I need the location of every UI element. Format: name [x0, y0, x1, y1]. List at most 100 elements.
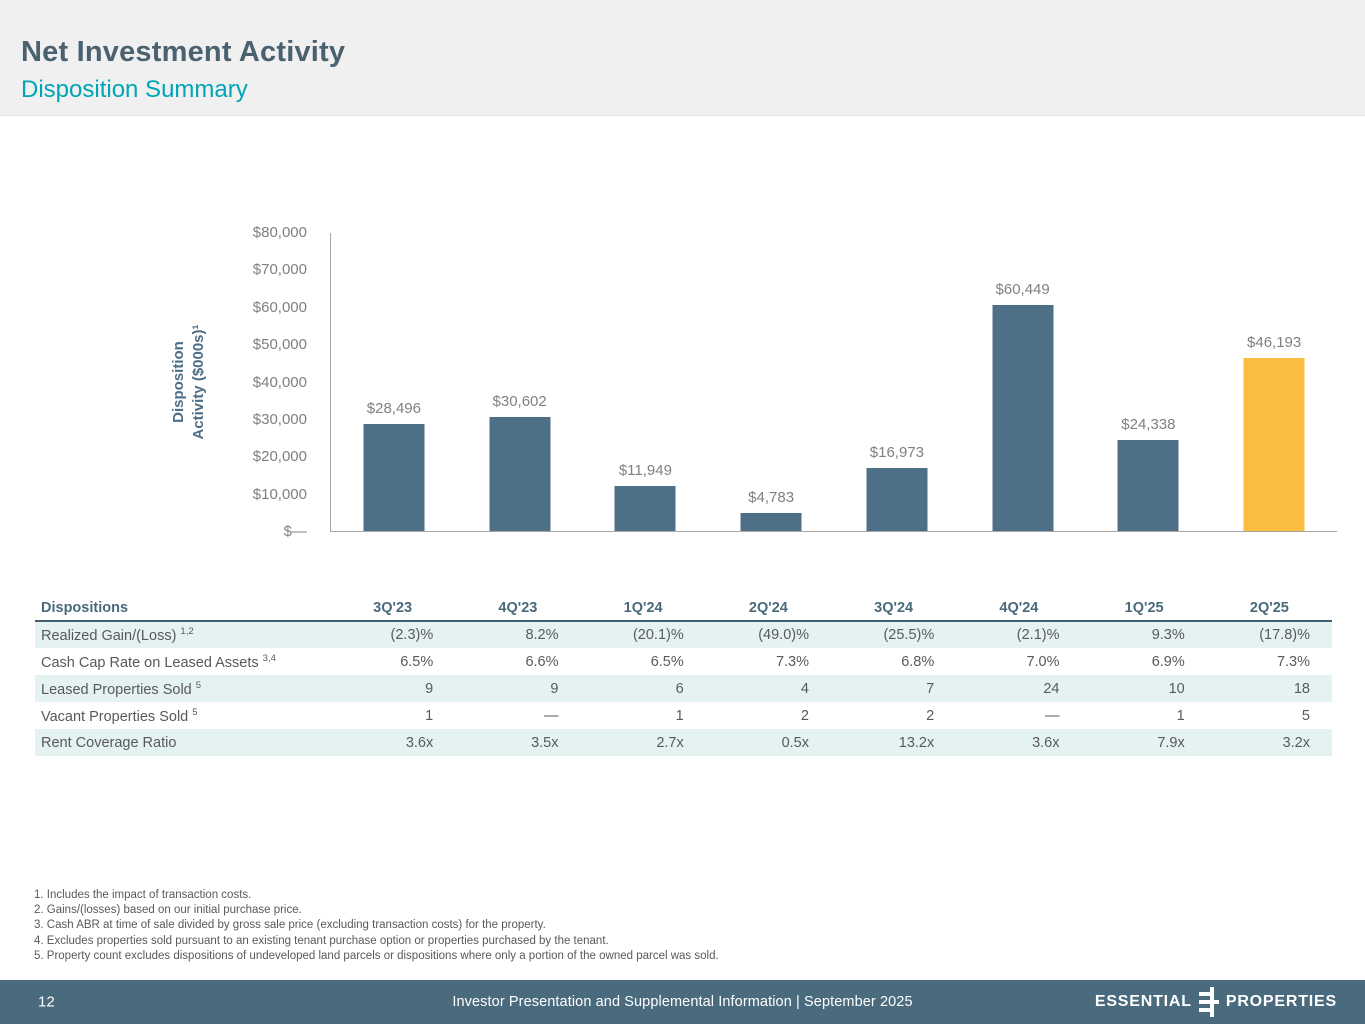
footnote-reference: 5 — [192, 706, 198, 718]
y-tick-label: $10,000 — [252, 485, 307, 503]
table-cell: 7 — [926, 680, 935, 697]
bar-slot: $28,496 — [331, 233, 457, 531]
table-row: Vacant Properties Sold 5 1 — 1 2 2 — 1 5 — [35, 702, 1332, 729]
table-row: Cash Cap Rate on Leased Assets 3,4 6.5% 6.… — [35, 648, 1332, 675]
table-cell: (17.8)% — [1259, 627, 1310, 643]
table-cell: 10 — [1168, 680, 1185, 697]
bar-value-label: $60,449 — [995, 281, 1050, 298]
y-tick-label: $— — [283, 523, 307, 540]
bar-slot: $24,338 — [1086, 233, 1212, 531]
footnote: 1. Includes the impact of transaction co… — [34, 889, 252, 901]
bar-3Q'23 — [363, 424, 425, 531]
table-cell: 13.2x — [898, 734, 935, 751]
table-cell: 7.0% — [1026, 653, 1060, 670]
y-axis-title-line1: Disposition — [170, 341, 187, 423]
table-cell: (2.3)% — [390, 627, 434, 643]
table-cell: 6.5% — [400, 653, 434, 670]
bar-slot: $46,193 — [1211, 233, 1337, 531]
table-header-quarter: 2Q'25 — [1206, 596, 1332, 622]
table-row: Rent Coverage Ratio 3.6x 3.5x 2.7x 0.5x 13.2… — [35, 729, 1332, 756]
table-cell: (20.1)% — [632, 627, 684, 643]
row-label: Cash Cap Rate on Leased Assets 3,4 — [41, 652, 276, 671]
row-label: Leased Properties Sold 5 — [41, 679, 202, 698]
page-number: 12 — [38, 993, 55, 1011]
table-header-quarter: 1Q'25 — [1081, 596, 1207, 622]
footnote-reference: 1,2 — [180, 626, 194, 638]
table-header-quarter: 2Q'24 — [705, 596, 831, 622]
table-cell: 18 — [1293, 680, 1310, 697]
table-cell: 2 — [800, 707, 809, 724]
bar-4Q'24 — [992, 305, 1054, 531]
table-cell: 3.2x — [1282, 734, 1310, 751]
bar-slot: $4,783 — [708, 233, 834, 531]
table-cell: 2 — [926, 707, 935, 724]
company-logo: ESSENTIAL PROPERTIES — [1095, 987, 1337, 1017]
y-tick-label: $30,000 — [252, 410, 307, 428]
page-title: Net Investment Activity — [21, 36, 346, 68]
table-cell: 6.8% — [901, 653, 935, 670]
table-cell: 5 — [1301, 707, 1310, 724]
table-cell: 1 — [425, 707, 434, 724]
y-axis-ticks: $80,000 $70,000 $60,000 $50,000 $40,000 $30,0… — [195, 224, 307, 540]
table-header-quarter: 4Q'23 — [455, 596, 581, 622]
bar-1Q'25 — [1117, 440, 1179, 531]
table-cell: 6.9% — [1151, 653, 1185, 670]
logo-word-essential: ESSENTIAL — [1094, 993, 1192, 1010]
table-cell: 6.6% — [525, 653, 559, 670]
bar-slot: $30,602 — [457, 233, 583, 531]
table-cell: 24 — [1043, 680, 1060, 697]
y-tick-label: $20,000 — [252, 448, 307, 466]
table-cell: 9 — [425, 680, 434, 697]
table-body: Realized Gain/(Loss) 1,2 (2.3)% 8.2% (20.1)… — [35, 621, 1332, 756]
table-cell: (2.1)% — [1016, 627, 1060, 643]
y-tick-label: $50,000 — [252, 336, 307, 354]
table-cell: 1 — [1176, 707, 1185, 724]
table-head: Dispositions 3Q'23 4Q'23 1Q'24 2Q'24 3Q'24 4Q'… — [35, 596, 1332, 622]
y-tick-label: $80,000 — [252, 224, 307, 241]
table-cell: (49.0)% — [758, 627, 809, 643]
table-row: Realized Gain/(Loss) 1,2 (2.3)% 8.2% (20.1)… — [35, 621, 1332, 648]
footnote: 5. Property count excludes dispositions … — [34, 949, 719, 962]
footnotes: 1. Includes the impact of transaction co… — [34, 888, 719, 964]
y-tick-label: $60,000 — [252, 298, 307, 316]
footer-bar: 12 Investor Presentation and Supplementa… — [0, 980, 1365, 1024]
header-band: Net Investment Activity Disposition Summ… — [0, 0, 1365, 116]
table-header-quarter: 3Q'24 — [831, 596, 957, 622]
table-cell: 3.5x — [531, 734, 559, 751]
page-subtitle: Disposition Summary — [21, 76, 248, 103]
row-label: Vacant Properties Sold 5 — [41, 706, 198, 725]
footer-caption: Investor Presentation and Supplemental I… — [452, 994, 913, 1010]
table-cell: — — [1045, 707, 1060, 724]
table-header-quarter: 1Q'24 — [580, 596, 706, 622]
table-cell: 1 — [675, 707, 684, 724]
table-cell: 9 — [550, 680, 559, 697]
table-cell: 7.3% — [775, 653, 809, 670]
table-cell: 6.5% — [650, 653, 684, 670]
table-cell: 3.6x — [405, 734, 434, 751]
table-cell: 8.2% — [525, 627, 559, 643]
footnote: 3. Cash ABR at time of sale divided by g… — [34, 919, 546, 932]
table-header-quarter: 4Q'24 — [956, 596, 1082, 622]
table-cell: 0.5x — [781, 734, 809, 751]
footnote-reference: 5 — [195, 679, 202, 691]
table-cell: (25.5)% — [883, 627, 935, 643]
bar-slot: $16,973 — [834, 233, 960, 531]
bar-1Q'24 — [614, 486, 676, 531]
bar-4Q'23 — [489, 417, 551, 531]
bar-3Q'24 — [866, 468, 928, 531]
bar-2Q'25 — [1243, 358, 1305, 531]
bar-2Q'24 — [740, 513, 802, 531]
footnote: 4. Excludes properties sold pursuant to … — [34, 934, 609, 947]
essential-properties-logo-icon — [1198, 987, 1219, 1017]
y-tick-label: $70,000 — [252, 261, 307, 279]
y-tick-label: $40,000 — [252, 373, 307, 391]
table-cell: — — [544, 707, 559, 724]
bar-slot: $60,449 — [960, 233, 1086, 531]
bar-value-label: $28,496 — [366, 400, 421, 417]
bar-value-label: $30,602 — [492, 393, 547, 410]
footnote: 2. Gains/(losses) based on our initial p… — [34, 904, 302, 917]
dispositions-table: Dispositions 3Q'23 4Q'23 1Q'24 2Q'24 3Q'24 4Q'… — [35, 596, 1332, 756]
table-cell: 7.9x — [1157, 734, 1185, 751]
footnote-reference: 3,4 — [262, 652, 276, 664]
